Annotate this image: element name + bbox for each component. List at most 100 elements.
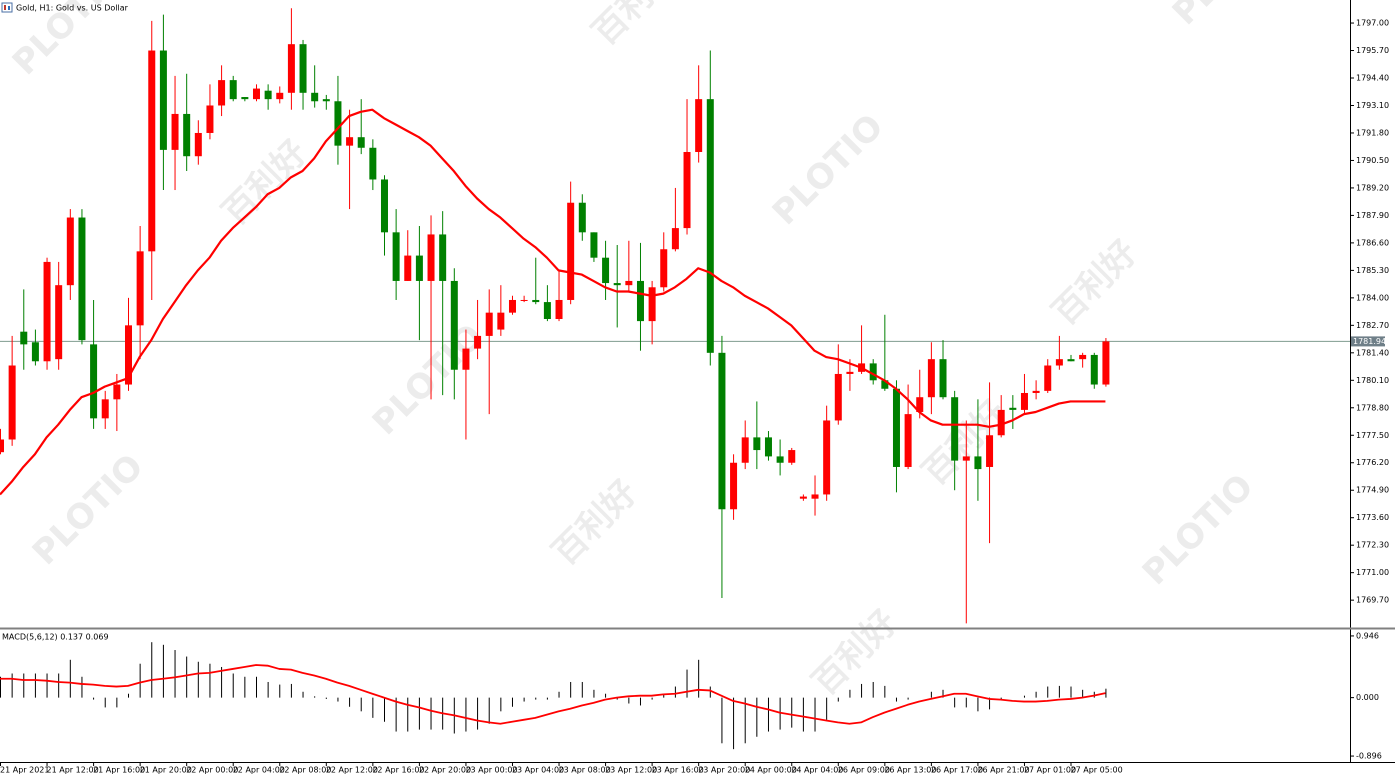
candle-body xyxy=(532,299,540,303)
candle-body xyxy=(148,50,156,252)
x-tick-label: 24 Apr 00:00 xyxy=(745,766,797,775)
candle-body xyxy=(695,99,703,152)
candle-body xyxy=(322,99,330,102)
candle-body xyxy=(1044,365,1052,391)
y-tick-label: 1782.70 xyxy=(1356,321,1389,330)
candle-body xyxy=(183,113,191,157)
y-tick-label: 1776.20 xyxy=(1356,458,1389,467)
candle-body xyxy=(43,261,51,362)
candle-body xyxy=(916,397,924,413)
candle-body xyxy=(159,50,167,150)
y-tick-label: 1785.30 xyxy=(1356,266,1389,275)
candle-body xyxy=(124,325,132,385)
candle-body xyxy=(718,352,726,510)
candle-body xyxy=(1079,354,1087,360)
candle-body xyxy=(648,287,656,322)
candle-body xyxy=(136,251,144,326)
candle-body xyxy=(497,312,505,330)
x-tick-label: 26 Apr 17:00 xyxy=(931,766,983,775)
candle-body xyxy=(392,232,400,281)
candle-body xyxy=(90,344,98,419)
candle-body xyxy=(520,299,528,301)
candle-body xyxy=(811,494,819,499)
candle-body xyxy=(229,80,237,100)
candle-body xyxy=(78,217,86,341)
candle-body xyxy=(636,280,644,322)
candle-body xyxy=(1067,359,1075,362)
candle-body xyxy=(299,44,307,93)
candle-body xyxy=(252,88,260,100)
candle-body xyxy=(462,348,470,370)
icon-frame xyxy=(1,2,13,13)
x-tick-label: 22 Apr 04:00 xyxy=(233,766,285,775)
candle-body xyxy=(31,342,39,362)
candle-body xyxy=(485,312,493,336)
indicator-title: MACD(5,6,12) 0.137 0.069 xyxy=(2,633,109,642)
candle-body xyxy=(776,456,784,463)
y-tick-label: 0.946 xyxy=(1356,631,1379,640)
x-tick-label: 23 Apr 04:00 xyxy=(512,766,564,775)
candle-body xyxy=(753,437,761,451)
y-tick-label: 1780.10 xyxy=(1356,376,1389,385)
candle-body xyxy=(823,420,831,495)
y-tick-label: 1771.00 xyxy=(1356,568,1389,577)
y-tick-label: 1793.10 xyxy=(1356,101,1389,110)
y-tick-label: 1789.20 xyxy=(1356,183,1389,192)
candle-body xyxy=(951,397,959,461)
x-tick-label: 23 Apr 20:00 xyxy=(698,766,750,775)
x-tick-label: 27 Apr 05:00 xyxy=(1071,766,1123,775)
candle-body xyxy=(962,456,970,461)
y-tick-label: 1797.00 xyxy=(1356,19,1389,28)
candle-body xyxy=(764,437,772,457)
candle-body xyxy=(1032,390,1040,393)
x-tick-label: 22 Apr 00:00 xyxy=(186,766,238,775)
candle-body xyxy=(671,228,679,250)
x-tick-label: 23 Apr 00:00 xyxy=(465,766,517,775)
candle-body xyxy=(55,285,63,360)
candle-body xyxy=(543,302,551,319)
candle-body xyxy=(590,232,598,258)
x-tick-label: 22 Apr 16:00 xyxy=(372,766,424,775)
candle-body xyxy=(869,363,877,381)
candle-body xyxy=(369,147,377,180)
candle-body xyxy=(927,359,935,398)
symbol-icon xyxy=(1,2,13,13)
candle-body xyxy=(660,249,668,288)
y-tick-label: 1784.00 xyxy=(1356,293,1389,302)
chart-title: Gold, H1: Gold vs. US Dollar xyxy=(16,4,129,13)
x-tick-label: 26 Apr 09:00 xyxy=(838,766,890,775)
candle-body xyxy=(997,409,1005,436)
candle-body xyxy=(113,384,121,400)
candle-body xyxy=(846,371,854,374)
candle-body xyxy=(450,280,458,370)
candle-body xyxy=(101,399,109,419)
y-tick-label: 1773.60 xyxy=(1356,513,1389,522)
x-tick-label: 21 Apr 16:00 xyxy=(93,766,145,775)
candle-body xyxy=(508,299,516,313)
candle-body xyxy=(66,217,74,286)
x-tick-label: 23 Apr 08:00 xyxy=(559,766,611,775)
candle-body xyxy=(474,335,482,349)
candle-body xyxy=(415,255,423,281)
candle-body xyxy=(206,105,214,133)
icon-bar xyxy=(8,6,10,10)
x-tick-label: 22 Apr 20:00 xyxy=(419,766,471,775)
y-tick-label: 1786.60 xyxy=(1356,238,1389,247)
candle-body xyxy=(706,99,714,353)
candle-body xyxy=(567,202,575,300)
y-tick-label: 1795.70 xyxy=(1356,46,1389,55)
candle-body xyxy=(194,132,202,157)
candle-body xyxy=(881,380,889,389)
candle-body xyxy=(357,137,365,148)
y-tick-label: -0.896 xyxy=(1356,752,1382,761)
candle-body xyxy=(683,151,691,229)
candle-body xyxy=(974,456,982,470)
x-tick-label: 21 Apr 20:00 xyxy=(140,766,192,775)
x-tick-label: 23 Apr 16:00 xyxy=(652,766,704,775)
candle-body xyxy=(218,80,226,106)
candle-body xyxy=(439,234,447,281)
y-tick-label: 1777.50 xyxy=(1356,431,1389,440)
x-tick-label: 22 Apr 12:00 xyxy=(326,766,378,775)
candle-body xyxy=(799,496,807,499)
